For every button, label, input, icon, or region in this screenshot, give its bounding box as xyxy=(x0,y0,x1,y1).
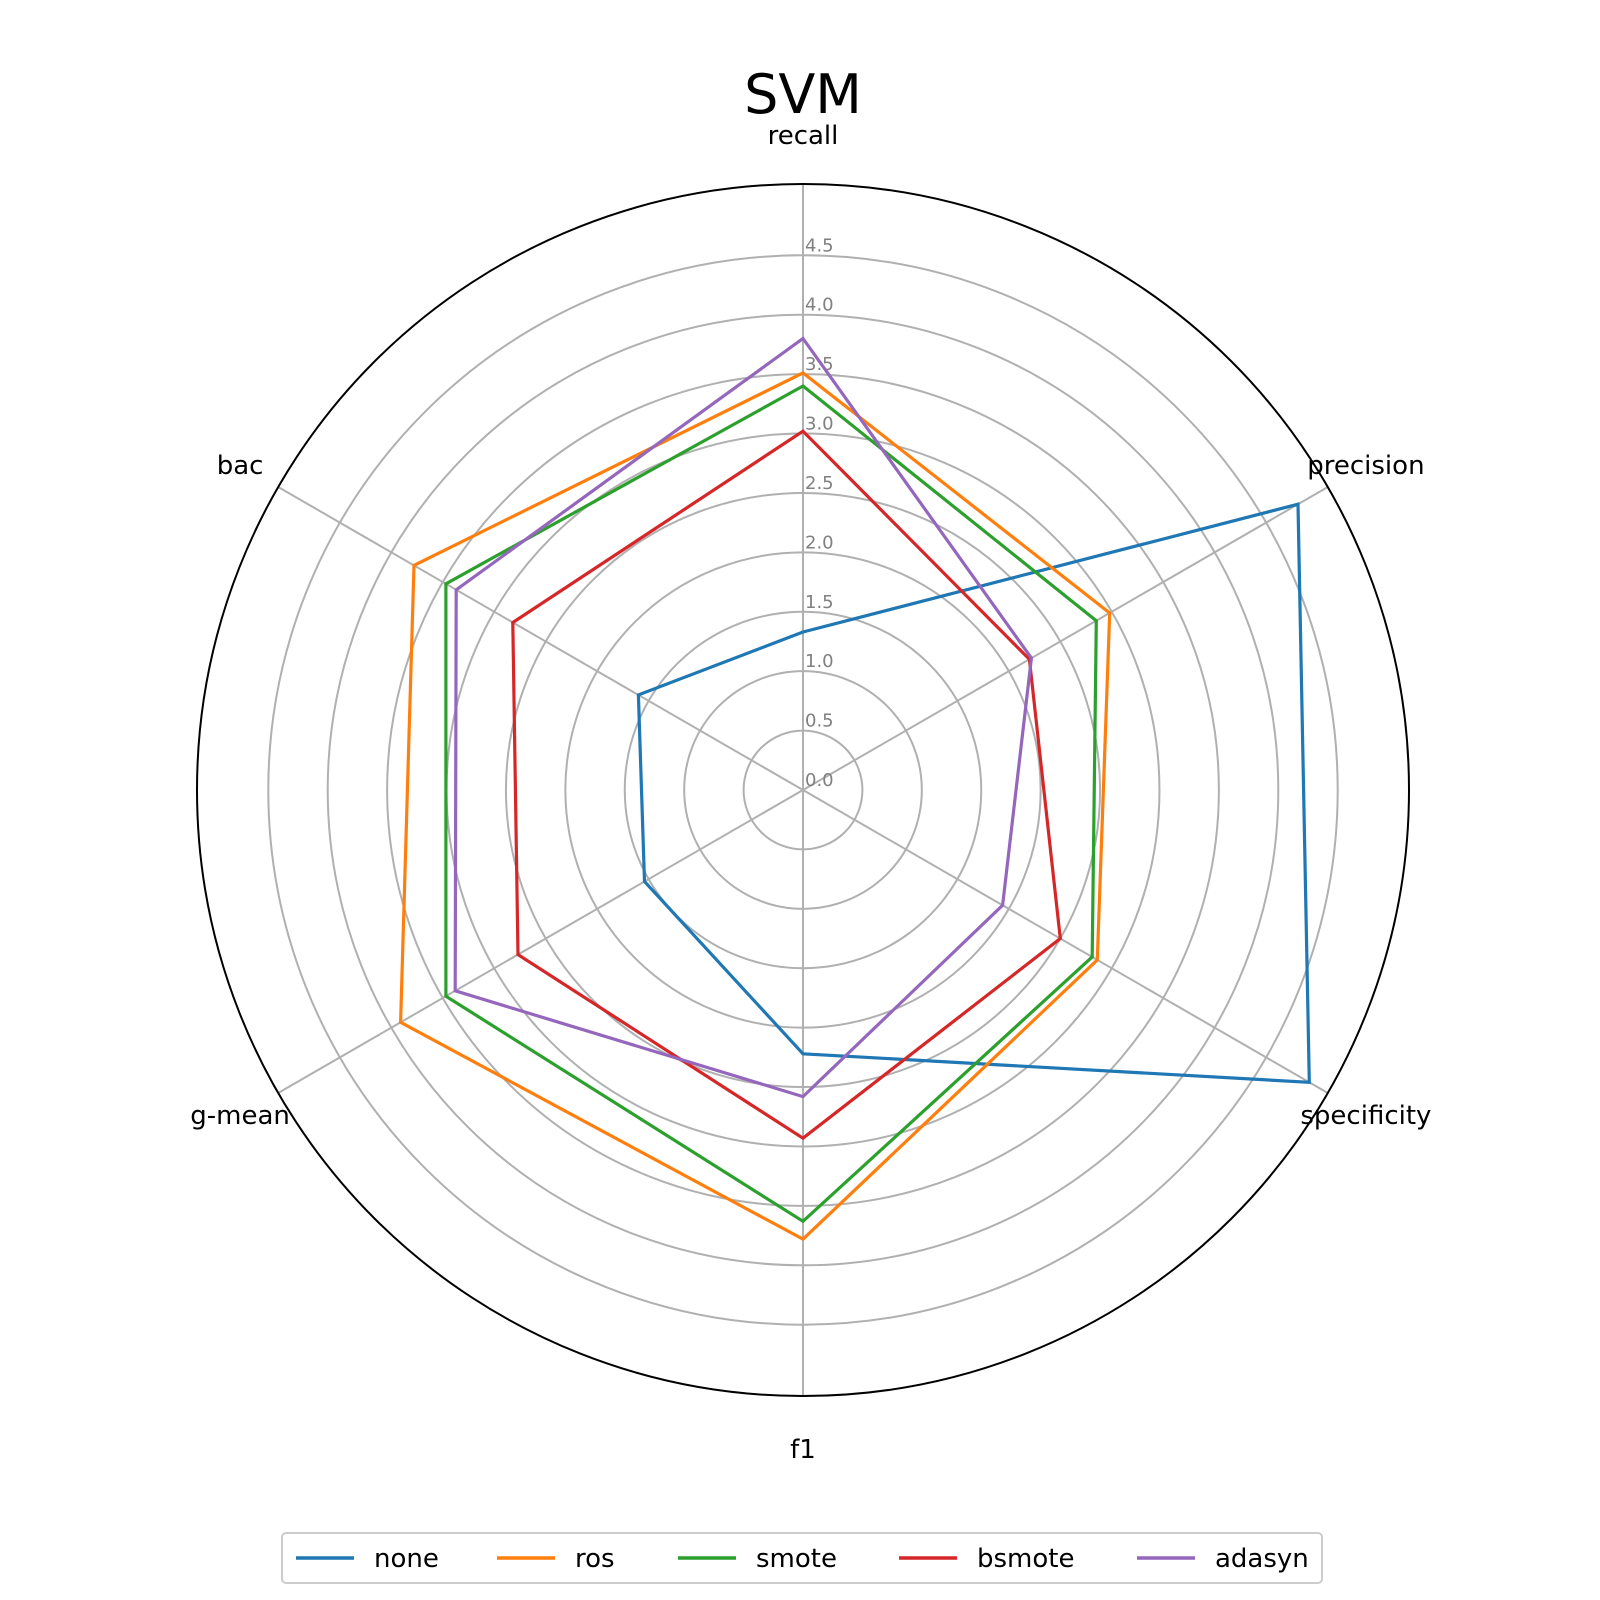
outer-frame xyxy=(196,183,1410,1397)
r-tick-label: 3.0 xyxy=(805,414,834,435)
axis-label-precision: precision xyxy=(1307,451,1424,481)
series-line-ros xyxy=(398,371,1112,1242)
axis-label-f1: f1 xyxy=(790,1435,816,1465)
legend-label-smote: smote xyxy=(756,1544,837,1574)
series-line-bsmote xyxy=(511,429,1062,1141)
series-line-none xyxy=(636,502,1311,1084)
r-tick-label: 2.5 xyxy=(805,473,834,494)
r-tick-label: 0.5 xyxy=(805,711,834,732)
series-line-smote xyxy=(444,384,1098,1224)
r-tick-label: 4.0 xyxy=(805,295,834,316)
axis-spoke xyxy=(277,789,804,1094)
axis-spoke xyxy=(802,789,1329,1094)
axis-spoke xyxy=(802,486,1329,791)
r-tick-label: 2.0 xyxy=(805,532,834,553)
r-tick-label: 1.0 xyxy=(805,651,834,672)
axis-label-layer: recall precision specificity f1 g-mean bac xyxy=(190,121,1431,1465)
axis-label-bac: bac xyxy=(217,451,264,481)
chart-title: SVM xyxy=(744,63,862,126)
r-tick-label: 0.0 xyxy=(805,770,834,791)
legend: none ros smote bsmote adasyn xyxy=(281,1532,1323,1584)
r-tick-label: 1.5 xyxy=(805,592,834,613)
grid-layer: 0.0 0.5 1.0 1.5 2.0 2.5 3.0 3.5 4.0 4.5 xyxy=(196,183,1410,1397)
legend-box xyxy=(281,1532,1323,1584)
legend-label-adasyn: adasyn xyxy=(1215,1544,1309,1574)
axis-spoke xyxy=(277,486,804,791)
legend-label-ros: ros xyxy=(575,1544,615,1574)
legend-label-none: none xyxy=(374,1544,439,1574)
axis-label-recall: recall xyxy=(768,121,839,151)
r-tick-label: 3.5 xyxy=(805,354,834,375)
axis-label-g-mean: g-mean xyxy=(190,1101,290,1131)
series-layer xyxy=(398,336,1311,1242)
legend-label-bsmote: bsmote xyxy=(977,1544,1074,1574)
r-tick-label: 4.5 xyxy=(805,235,834,256)
axis-label-specificity: specificity xyxy=(1300,1101,1431,1131)
series-line-adasyn xyxy=(453,336,1034,1099)
